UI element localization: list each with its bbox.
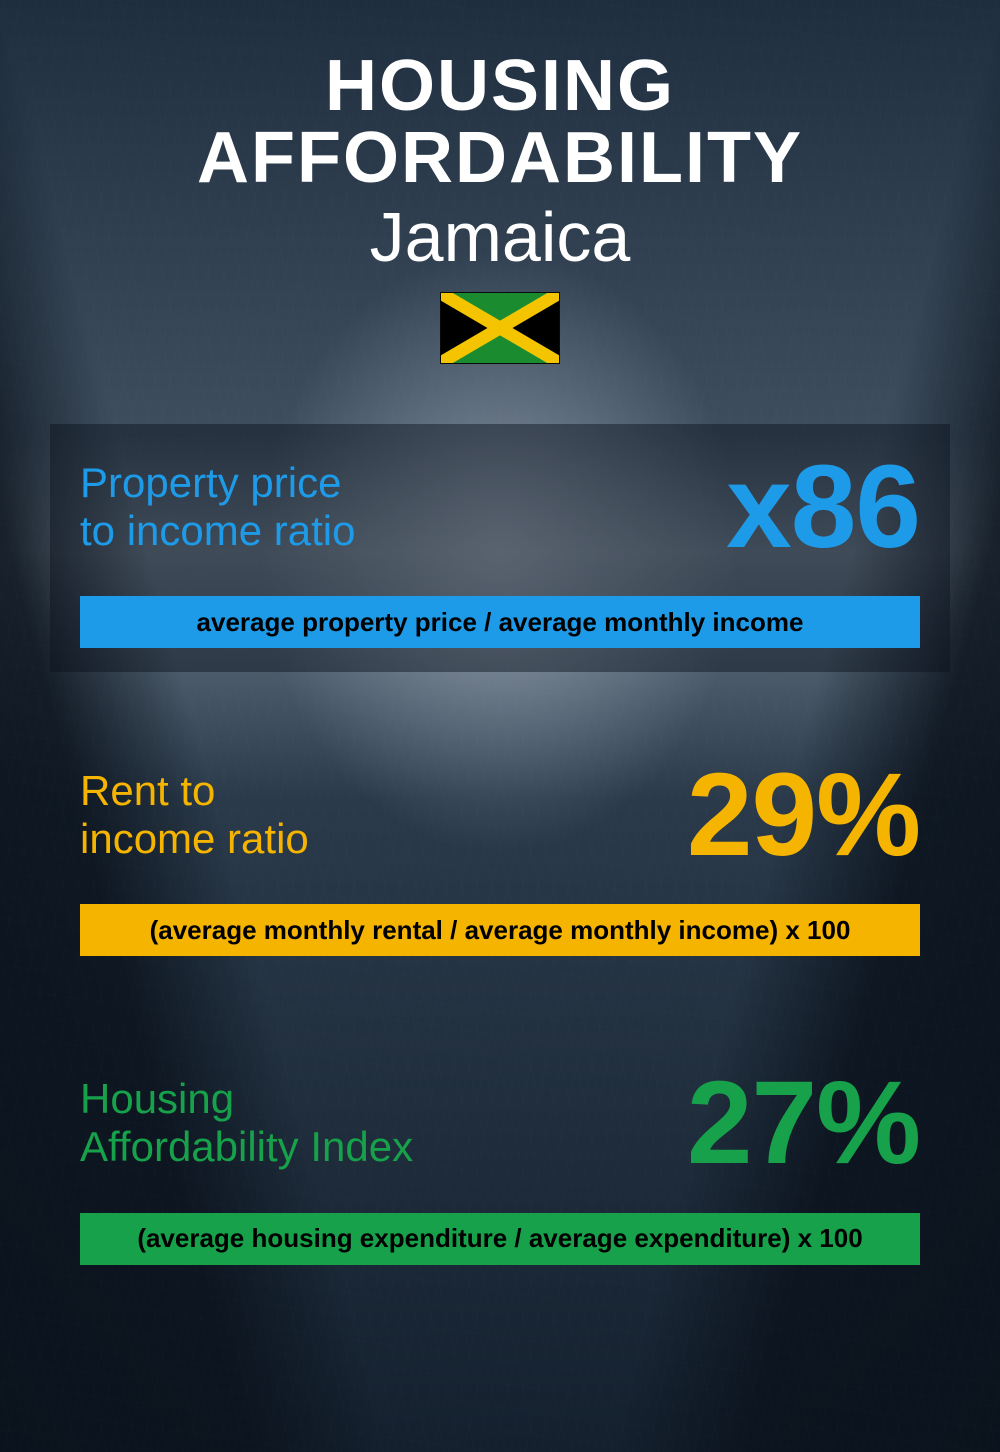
country-subtitle: Jamaica [50,202,950,272]
formula-bar-affordability-index: (average housing expenditure / average e… [80,1213,920,1265]
metric-value-affordability-index: 27% [687,1070,920,1176]
metric-row: Rent toincome ratio 29% [80,762,920,868]
metric-label-rent-income: Rent toincome ratio [80,767,309,864]
jamaica-flag-icon [440,292,560,364]
main-title: HOUSING AFFORDABILITY [50,50,950,194]
metric-row: Property priceto income ratio x86 [80,454,920,560]
metric-label-property-price: Property priceto income ratio [80,459,355,556]
metric-row: HousingAffordability Index 27% [80,1070,920,1176]
formula-bar-property-price: average property price / average monthly… [80,596,920,648]
metric-value-property-price: x86 [726,454,920,560]
metric-panel-property-price: Property priceto income ratio x86 averag… [50,424,950,672]
metric-panel-rent-income: Rent toincome ratio 29% (average monthly… [50,732,950,980]
metric-label-affordability-index: HousingAffordability Index [80,1075,413,1172]
metric-panel-affordability-index: HousingAffordability Index 27% (average … [50,1040,950,1288]
metric-value-rent-income: 29% [687,762,920,868]
content-container: HOUSING AFFORDABILITY Jamaica Property p… [0,0,1000,1452]
formula-bar-rent-income: (average monthly rental / average monthl… [80,904,920,956]
